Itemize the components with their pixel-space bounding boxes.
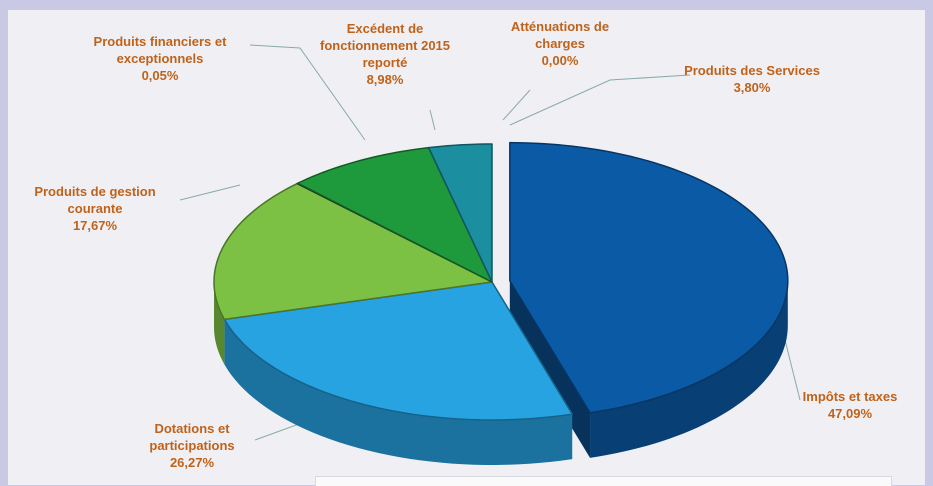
- percent-label: 26,27%: [169, 455, 215, 470]
- slice: [213, 182, 493, 321]
- percent-label: 47,09%: [827, 406, 873, 421]
- category-name: Atténuations de charges: [510, 19, 610, 51]
- slice-label: Atténuations de charges 0,00%: [490, 18, 630, 69]
- slice-label: Produits financiers et exceptionnels 0,05…: [65, 33, 255, 84]
- category-name: Impôts et taxes: [802, 389, 898, 404]
- slice-side: [224, 319, 573, 465]
- percent-label: 3,80%: [733, 80, 771, 95]
- slice-label: Excédent de fonctionnement 2015 reporté 8…: [310, 20, 460, 88]
- category-name: Produits financiers et exceptionnels: [93, 34, 227, 66]
- category-name: Dotations et participations: [149, 421, 235, 453]
- slice: [509, 141, 789, 414]
- leader-line: [502, 89, 531, 121]
- overlay-box: [315, 476, 892, 486]
- leader-line: [249, 44, 366, 141]
- slice-side: [590, 280, 788, 458]
- category-name: Produits des Services: [684, 63, 820, 78]
- category-name: Produits de gestion courante: [34, 184, 156, 216]
- slice-label: Produits de gestion courante 17,67%: [25, 183, 165, 234]
- slice-tops: [213, 141, 789, 421]
- percent-label: 0,00%: [541, 53, 579, 68]
- slice: [297, 146, 493, 283]
- slice: [223, 281, 573, 421]
- percent-label: 0,05%: [141, 68, 179, 83]
- slice-label: Dotations et participations 26,27%: [122, 420, 262, 471]
- percent-label: 8,98%: [366, 72, 404, 87]
- leader-line: [509, 74, 691, 126]
- leader-line: [429, 109, 436, 131]
- slice-label: Produits des Services 3,80%: [657, 62, 847, 96]
- category-name: Excédent de fonctionnement 2015 reporté: [319, 21, 451, 70]
- slice: [427, 143, 493, 283]
- leader-line: [179, 184, 241, 201]
- slice-label: Impôts et taxes 47,09%: [755, 388, 933, 422]
- percent-label: 17,67%: [72, 218, 118, 233]
